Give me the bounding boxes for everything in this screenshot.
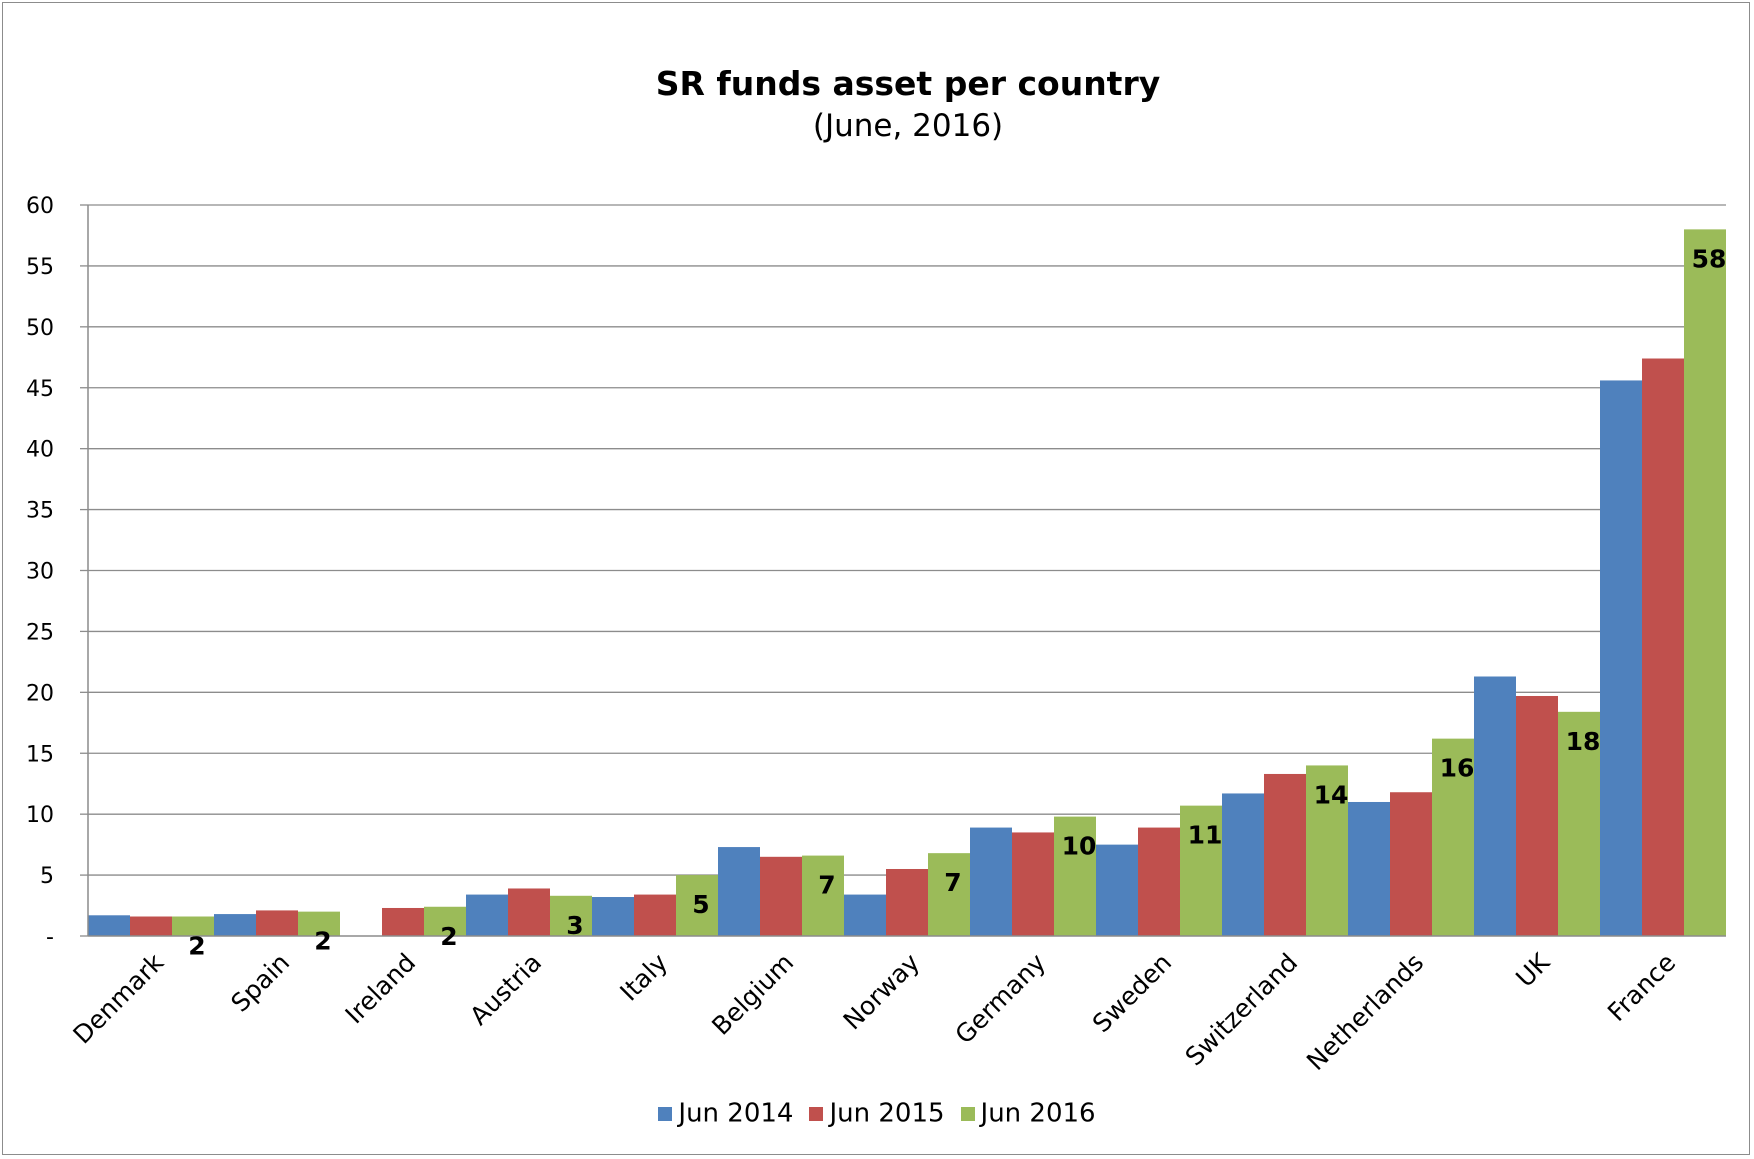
legend-item: Jun 2014	[658, 1098, 793, 1129]
bar-switzerland-jun-2016	[1306, 765, 1348, 936]
legend: Jun 2014 Jun 2015 Jun 2016	[0, 1098, 1754, 1129]
y-tick-label: 60	[26, 194, 54, 219]
y-tick-label: 10	[26, 803, 54, 828]
data-labels: 2 2 2 3 5 7 7 10 11 14 16 18 58	[188, 244, 1726, 960]
bar-spain-jun-2014	[214, 914, 256, 936]
legend-swatch	[658, 1106, 673, 1121]
bar-germany-jun-2016	[1054, 816, 1096, 936]
x-category-label: Ireland	[340, 948, 422, 1030]
bar-italy-jun-2014	[592, 897, 634, 936]
bar-sweden-jun-2015	[1138, 827, 1180, 936]
legend-label: Jun 2014	[678, 1098, 794, 1129]
y-tick-label: -	[46, 925, 54, 950]
bars	[88, 229, 1726, 936]
bar-france-jun-2014	[1600, 380, 1642, 936]
x-category-label: Belgium	[706, 948, 799, 1041]
data-label: 10	[1062, 832, 1097, 861]
bar-netherlands-jun-2014	[1348, 801, 1390, 936]
legend-swatch	[809, 1106, 824, 1121]
data-label: 18	[1566, 727, 1601, 756]
bar-denmark-jun-2014	[88, 915, 130, 936]
bar-sweden-jun-2014	[1096, 844, 1138, 936]
x-category-label: France	[1602, 948, 1681, 1027]
data-label: 3	[566, 911, 583, 940]
legend-swatch	[960, 1106, 975, 1121]
bar-netherlands-jun-2015	[1390, 792, 1432, 936]
data-label: 16	[1440, 754, 1475, 783]
x-category-label: UK	[1510, 947, 1555, 992]
y-tick-label: 20	[26, 681, 54, 706]
x-category-label: Switzerland	[1180, 948, 1304, 1072]
bar-uk-jun-2016	[1558, 711, 1600, 936]
y-tick-label: 30	[26, 560, 54, 585]
bar-denmark-jun-2016	[172, 916, 214, 936]
bar-uk-jun-2014	[1474, 676, 1516, 936]
data-label: 11	[1188, 821, 1223, 850]
y-tick-label: 55	[26, 255, 54, 280]
x-category-label: Sweden	[1087, 948, 1177, 1038]
data-label: 7	[818, 871, 835, 900]
y-tick-label: 5	[40, 864, 54, 889]
bar-norway-jun-2015	[886, 868, 928, 936]
bar-ireland-jun-2016	[424, 906, 466, 936]
chart-subtitle: (June, 2016)	[812, 108, 1004, 144]
chart-title: SR funds asset per country	[655, 64, 1161, 103]
data-label: 2	[188, 932, 205, 961]
bar-austria-jun-2015	[508, 888, 550, 936]
bar-austria-jun-2016	[550, 895, 592, 936]
bar-austria-jun-2014	[466, 894, 508, 936]
x-category-label: Spain	[225, 948, 295, 1018]
bar-belgium-jun-2014	[718, 847, 760, 936]
bar-norway-jun-2014	[844, 894, 886, 936]
bar-netherlands-jun-2016	[1432, 738, 1474, 936]
y-tick-label: 40	[26, 438, 54, 463]
data-label: 14	[1314, 780, 1349, 809]
axes	[80, 204, 1726, 937]
x-category-label: Italy	[614, 948, 673, 1007]
bar-belgium-jun-2016	[802, 855, 844, 936]
bar-denmark-jun-2015	[130, 916, 172, 936]
y-tick-label: 50	[26, 316, 54, 341]
bar-switzerland-jun-2015	[1264, 773, 1306, 936]
bar-germany-jun-2015	[1012, 832, 1054, 936]
bar-italy-jun-2015	[634, 894, 676, 936]
x-category-label: Norway	[838, 948, 926, 1036]
legend-item: Jun 2016	[960, 1098, 1096, 1129]
bar-spain-jun-2015	[256, 910, 298, 936]
y-tick-label: 15	[26, 742, 54, 767]
x-category-label: Netherlands	[1301, 948, 1429, 1076]
data-label: 7	[944, 868, 961, 897]
bar-france-jun-2015	[1642, 358, 1684, 936]
data-label: 2	[440, 922, 457, 951]
y-tick-label: 25	[26, 620, 54, 645]
bar-france-jun-2016	[1684, 229, 1726, 936]
bar-sweden-jun-2016	[1180, 805, 1222, 936]
bar-norway-jun-2016	[928, 853, 970, 936]
data-label: 58	[1692, 244, 1727, 273]
bar-ireland-jun-2015	[382, 907, 424, 936]
x-axis-categories: Denmark Spain Ireland Austria Italy Belgium No…	[67, 947, 1681, 1076]
bar-belgium-jun-2015	[760, 856, 802, 936]
legend-label: Jun 2015	[829, 1098, 945, 1129]
data-label: 5	[692, 890, 709, 919]
x-category-label: Denmark	[67, 947, 169, 1049]
legend-item: Jun 2015	[809, 1098, 945, 1129]
bar-italy-jun-2016	[676, 875, 718, 936]
legend-label: Jun 2016	[980, 1098, 1096, 1129]
bar-spain-jun-2016	[298, 911, 340, 936]
bar-switzerland-jun-2014	[1222, 793, 1264, 936]
y-tick-label: 35	[26, 499, 54, 524]
x-category-label: Austria	[464, 948, 547, 1031]
bar-germany-jun-2014	[970, 827, 1012, 936]
data-label: 2	[314, 927, 331, 956]
y-axis-ticks: - 5 10 15 20 25 30 35 40 45 50 55 60	[26, 194, 54, 950]
y-tick-label: 45	[26, 377, 54, 402]
x-category-label: Germany	[949, 948, 1051, 1050]
bar-uk-jun-2015	[1516, 695, 1558, 936]
